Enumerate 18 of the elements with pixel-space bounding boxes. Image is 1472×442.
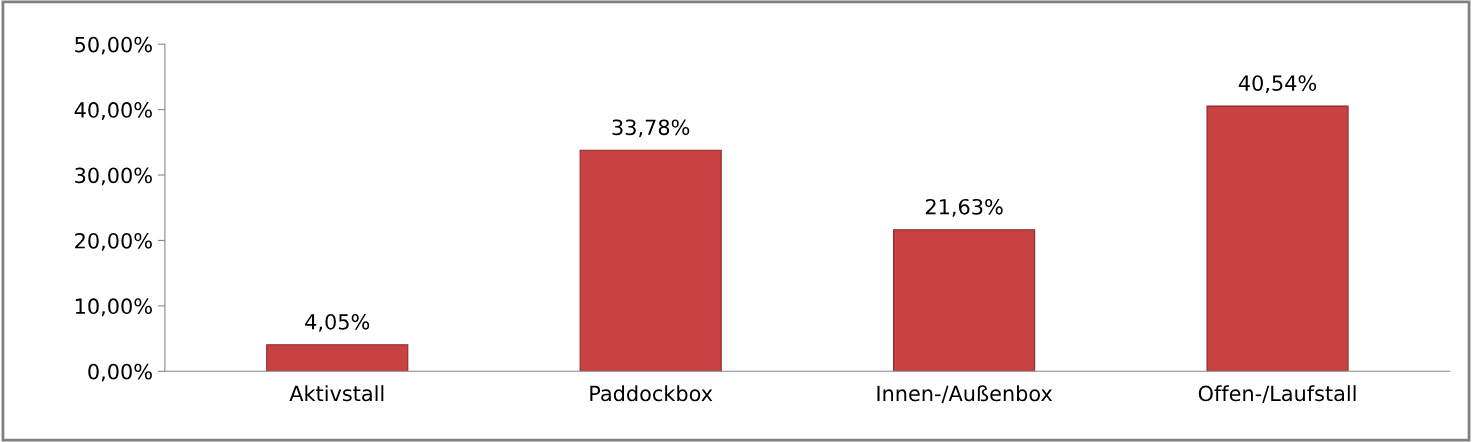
x-tick-label: Offen-/Laufstall: [1198, 385, 1356, 403]
x-tick-label: Innen-/Außenbox: [877, 385, 1053, 403]
y-tick-label: 30,00%: [75, 167, 152, 186]
data-label: 21,63%: [925, 198, 1003, 217]
bar: [579, 149, 722, 372]
x-tick-label: Aktivstall: [289, 385, 384, 402]
x-tick-label: Paddockbox: [590, 385, 713, 402]
bar: [266, 344, 409, 372]
data-label: 40,54%: [1238, 75, 1317, 94]
data-label: 4,05%: [305, 313, 370, 332]
y-tick-label: 20,00%: [75, 232, 152, 251]
y-tick-label: 10,00%: [75, 298, 152, 317]
y-tick-label: 0,00%: [88, 363, 152, 382]
data-label: 33,78%: [612, 119, 690, 138]
bar: [893, 229, 1036, 372]
bar: [1206, 105, 1349, 372]
y-tick-label: 50,00%: [75, 36, 152, 55]
y-tick-label: 40,00%: [74, 102, 152, 120]
